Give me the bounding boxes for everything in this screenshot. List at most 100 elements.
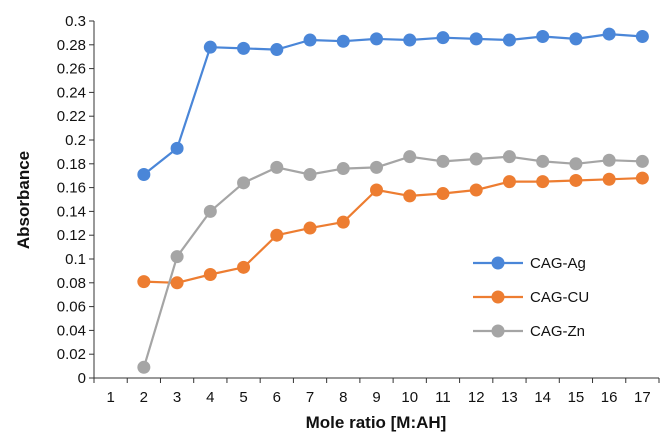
x-tick-label: 3 bbox=[173, 389, 181, 406]
data-point-cag-cu bbox=[403, 189, 417, 203]
x-tick-label: 16 bbox=[601, 389, 618, 406]
x-tick-label: 17 bbox=[634, 389, 651, 406]
x-tick-label: 7 bbox=[306, 389, 314, 406]
data-point-cag-ag bbox=[370, 32, 383, 46]
y-tick-label: 0.06 bbox=[57, 299, 86, 316]
data-point-cag-zn bbox=[469, 152, 483, 166]
y-tick-label: 0.26 bbox=[57, 61, 86, 78]
data-point-cag-zn bbox=[635, 154, 649, 168]
data-point-cag-cu bbox=[137, 275, 151, 289]
y-tick-label: 0 bbox=[78, 370, 86, 387]
data-point-cag-cu bbox=[203, 267, 217, 281]
y-tick-label: 0.18 bbox=[57, 156, 86, 173]
data-point-cag-ag bbox=[203, 40, 217, 54]
y-tick-label: 0.1 bbox=[65, 251, 86, 268]
y-tick-label: 0.16 bbox=[57, 180, 86, 197]
data-point-cag-ag bbox=[569, 32, 583, 46]
legend-marker bbox=[491, 290, 505, 304]
data-point-cag-ag bbox=[502, 33, 516, 47]
data-point-cag-cu bbox=[336, 215, 350, 229]
legend-label: CAG-Zn bbox=[530, 323, 585, 340]
data-point-cag-ag bbox=[635, 29, 649, 43]
legend: CAG-Ag CAG-CU CAG-Zn bbox=[473, 255, 589, 340]
data-point-cag-cu bbox=[536, 175, 550, 189]
data-point-cag-ag bbox=[469, 32, 483, 46]
data-point-cag-zn bbox=[536, 154, 550, 168]
data-point-cag-cu bbox=[635, 171, 649, 185]
x-axis-title: Mole ratio [M:AH] bbox=[306, 413, 447, 432]
data-point-cag-cu bbox=[602, 172, 616, 186]
data-point-cag-cu bbox=[569, 173, 583, 187]
y-tick-label: 0.28 bbox=[57, 37, 86, 54]
x-tick-label: 12 bbox=[468, 389, 485, 406]
legend-item-cag-cu: CAG-CU bbox=[473, 289, 589, 306]
axes: 0 0.02 0.04 0.06 0.08 0.1 0.12 0.14 0.16 0.18 0.2 0… bbox=[57, 13, 660, 406]
y-tick-label: 0.2 bbox=[65, 132, 86, 149]
data-point-cag-ag bbox=[436, 31, 450, 45]
x-tick-label: 13 bbox=[501, 389, 518, 406]
data-point-cag-cu bbox=[502, 175, 516, 189]
series-line-cag-zn bbox=[142, 155, 643, 368]
y-tick-label: 0.22 bbox=[57, 108, 86, 125]
series-cag-zn bbox=[137, 150, 649, 374]
data-point-cag-zn bbox=[137, 360, 151, 374]
x-tick-label: 9 bbox=[372, 389, 380, 406]
y-tick-label: 0.08 bbox=[57, 275, 86, 292]
y-tick-label: 0.02 bbox=[57, 346, 86, 363]
legend-marker bbox=[491, 324, 505, 338]
data-point-cag-cu bbox=[270, 228, 284, 242]
legend-label: CAG-CU bbox=[530, 289, 589, 306]
data-point-cag-cu bbox=[436, 187, 450, 201]
y-tick-label: 0.24 bbox=[57, 84, 86, 101]
data-point-cag-zn bbox=[602, 153, 616, 167]
legend-label: CAG-Ag bbox=[530, 255, 586, 272]
data-point-cag-zn bbox=[336, 162, 350, 176]
data-point-cag-ag bbox=[602, 27, 616, 41]
data-point-cag-cu bbox=[370, 183, 383, 197]
x-tick-label: 5 bbox=[239, 389, 247, 406]
data-point-cag-ag bbox=[303, 33, 317, 47]
x-tick-label: 2 bbox=[140, 389, 148, 406]
y-tick-label: 0.14 bbox=[57, 203, 86, 220]
legend-item-cag-zn: CAG-Zn bbox=[473, 323, 585, 340]
data-point-cag-zn bbox=[403, 150, 417, 164]
data-point-cag-cu bbox=[469, 183, 483, 197]
data-point-cag-ag bbox=[403, 33, 417, 47]
data-point-cag-cu bbox=[170, 276, 184, 290]
x-tick-label: 11 bbox=[435, 389, 451, 406]
data-point-cag-zn bbox=[502, 150, 516, 164]
series-cag-ag bbox=[137, 27, 649, 182]
x-tick-label: 10 bbox=[401, 389, 418, 406]
data-point-cag-zn bbox=[370, 160, 383, 174]
series-line-cag-cu bbox=[143, 177, 643, 284]
data-point-cag-ag bbox=[137, 168, 151, 182]
data-point-cag-ag bbox=[536, 29, 550, 43]
legend-marker bbox=[491, 256, 505, 270]
y-tick-label: 0.3 bbox=[65, 13, 86, 30]
y-tick-label: 0.12 bbox=[57, 227, 86, 244]
series-line-cag-ag bbox=[143, 32, 643, 176]
series-cag-cu bbox=[137, 171, 649, 290]
data-point-cag-ag bbox=[336, 34, 350, 48]
data-point-cag-cu bbox=[237, 260, 251, 274]
data-point-cag-zn bbox=[303, 168, 317, 182]
data-point-cag-zn bbox=[170, 250, 184, 264]
legend-item-cag-ag: CAG-Ag bbox=[473, 255, 586, 272]
y-axis-title: Absorbance bbox=[14, 151, 33, 249]
x-tick-label: 6 bbox=[273, 389, 281, 406]
data-point-cag-cu bbox=[303, 221, 317, 235]
x-tick-label: 15 bbox=[568, 389, 585, 406]
x-tick-label: 14 bbox=[534, 389, 551, 406]
data-point-cag-zn bbox=[203, 204, 217, 218]
series-group bbox=[137, 27, 649, 374]
data-point-cag-ag bbox=[237, 41, 251, 55]
x-tick-label: 8 bbox=[339, 389, 347, 406]
data-point-cag-ag bbox=[170, 141, 184, 155]
data-point-cag-zn bbox=[569, 157, 583, 171]
data-point-cag-ag bbox=[270, 43, 284, 57]
data-point-cag-zn bbox=[270, 160, 284, 174]
x-tick-label: 4 bbox=[206, 389, 214, 406]
x-tick-label: 1 bbox=[106, 389, 114, 406]
